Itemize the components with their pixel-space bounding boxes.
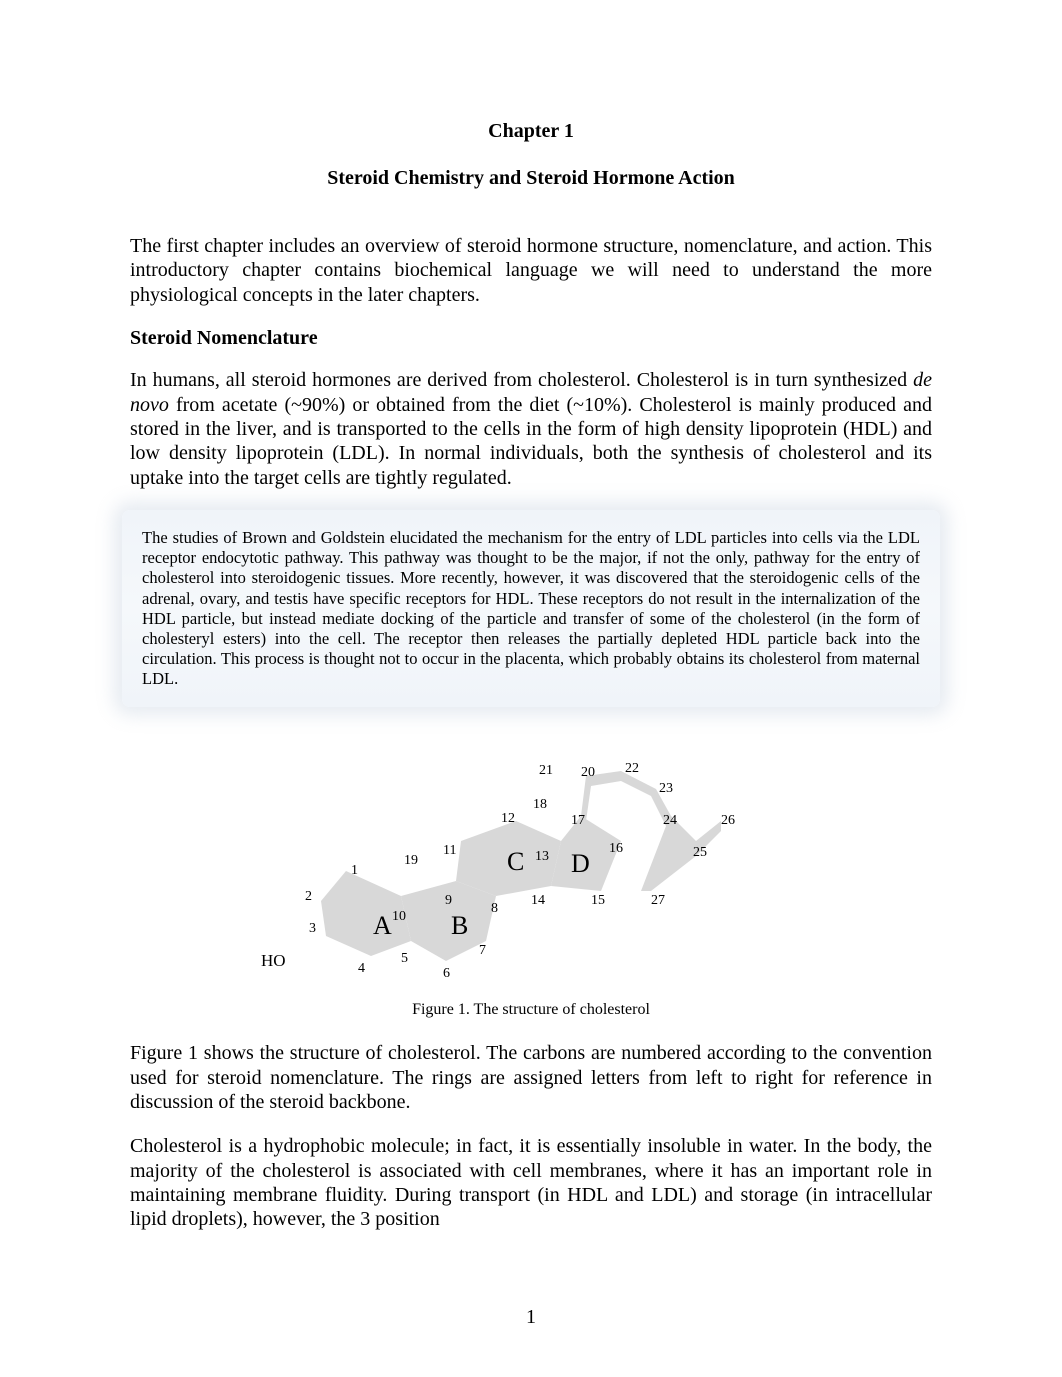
carbon-13: 13 — [535, 849, 549, 865]
carbon-16: 16 — [609, 841, 623, 857]
carbon-24: 24 — [663, 813, 677, 829]
carbon-3: 3 — [309, 921, 316, 937]
carbon-2: 2 — [305, 889, 312, 905]
section-heading: Steroid Nomenclature — [130, 327, 932, 350]
figure-caption: Figure 1. The structure of cholesterol — [130, 1001, 932, 1019]
ring-letter-B: B — [451, 911, 468, 941]
para2-pre: In humans, all steroid hormones are deri… — [130, 369, 913, 391]
ring-letter-D: D — [571, 849, 590, 879]
carbon-7: 7 — [479, 943, 486, 959]
carbon-18: 18 — [533, 797, 547, 813]
paragraph-2: In humans, all steroid hormones are deri… — [130, 368, 932, 490]
carbon-27: 27 — [651, 893, 665, 909]
carbon-15: 15 — [591, 893, 605, 909]
carbon-8: 8 — [491, 901, 498, 917]
carbon-26: 26 — [721, 813, 735, 829]
intro-paragraph: The first chapter includes an overview o… — [130, 234, 932, 307]
carbon-6: 6 — [443, 966, 450, 982]
para2-post: from acetate (~90%) or obtained from the… — [130, 394, 932, 489]
ring-letter-A: A — [373, 911, 392, 941]
carbon-23: 23 — [659, 781, 673, 797]
carbon-9: 9 — [445, 893, 452, 909]
carbon-14: 14 — [531, 893, 545, 909]
carbon-20: 20 — [581, 765, 595, 781]
carbon-21: 21 — [539, 763, 553, 779]
cholesterol-structure-svg — [251, 741, 811, 991]
carbon-12: 12 — [501, 811, 515, 827]
paragraph-4: Cholesterol is a hydrophobic molecule; i… — [130, 1134, 932, 1232]
carbon-22: 22 — [625, 761, 639, 777]
ho-label: HO — [261, 951, 286, 971]
carbon-10: 10 — [392, 909, 406, 925]
page-number: 1 — [0, 1306, 1062, 1329]
callout-box: The studies of Brown and Goldstein eluci… — [122, 510, 940, 707]
carbon-4: 4 — [358, 961, 365, 977]
chapter-label: Chapter 1 — [130, 120, 932, 143]
chapter-title: Steroid Chemistry and Steroid Hormone Ac… — [130, 167, 932, 190]
paragraph-3: Figure 1 shows the structure of choleste… — [130, 1041, 932, 1114]
carbon-5: 5 — [401, 951, 408, 967]
figure-cholesterol: HO A B C D 12345678910111213141516171819… — [251, 741, 811, 991]
carbon-1: 1 — [351, 863, 358, 879]
carbon-19: 19 — [404, 853, 418, 869]
ring-letter-C: C — [507, 847, 524, 877]
carbon-25: 25 — [693, 845, 707, 861]
carbon-11: 11 — [443, 843, 456, 859]
carbon-17: 17 — [571, 813, 585, 829]
